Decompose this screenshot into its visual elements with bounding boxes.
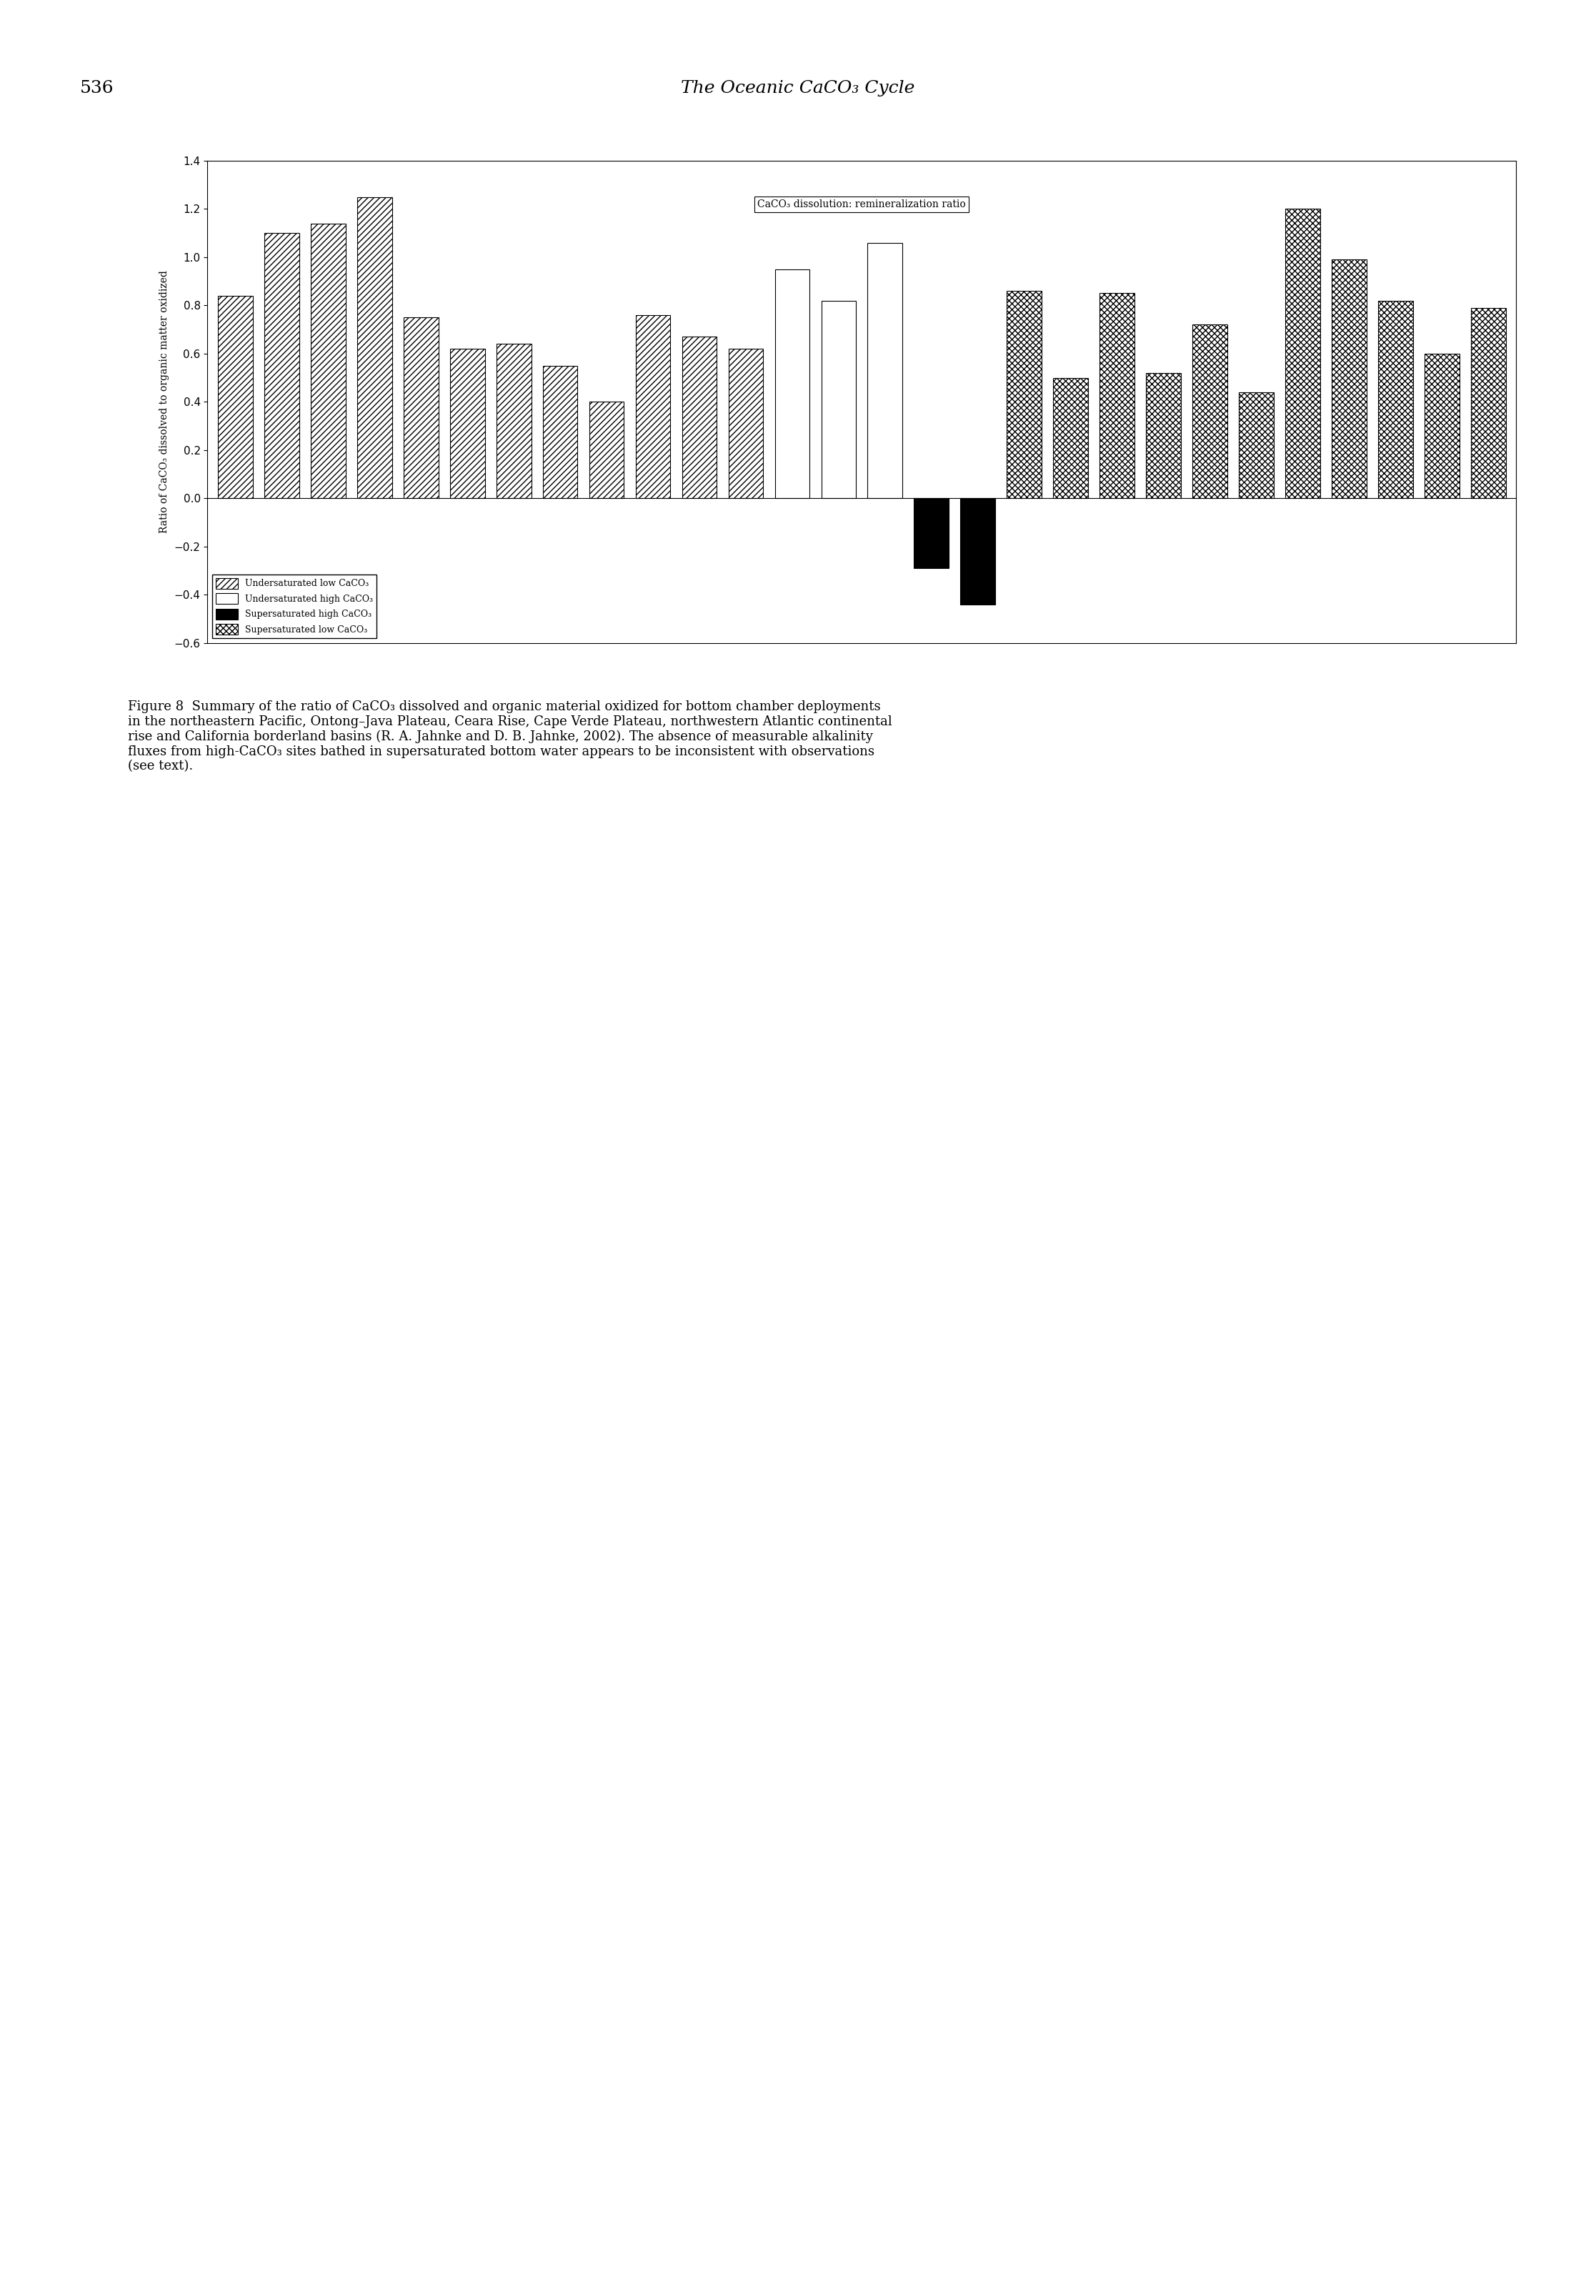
Bar xyxy=(1285,209,1320,498)
Bar xyxy=(543,365,578,498)
Bar xyxy=(822,301,855,498)
Bar xyxy=(961,498,996,604)
Legend: Undersaturated low CaCO₃, Undersaturated high CaCO₃, Supersaturated high CaCO₃, : Undersaturated low CaCO₃, Undersaturated… xyxy=(212,574,377,638)
Text: Figure 8  Summary of the ratio of CaCO₃ dissolved and organic material oxidized : Figure 8 Summary of the ratio of CaCO₃ d… xyxy=(128,700,892,774)
Bar xyxy=(868,243,902,498)
Bar xyxy=(915,498,950,567)
Bar xyxy=(1331,259,1366,498)
Bar xyxy=(1146,372,1181,498)
Bar xyxy=(265,234,298,498)
Bar xyxy=(589,402,624,498)
Bar xyxy=(728,349,763,498)
Bar xyxy=(1425,354,1459,498)
Bar xyxy=(450,349,485,498)
Bar xyxy=(219,296,252,498)
Bar xyxy=(1377,301,1412,498)
Bar xyxy=(1192,324,1227,498)
Text: 536: 536 xyxy=(80,80,113,96)
Bar xyxy=(1100,294,1135,498)
Bar xyxy=(1472,308,1505,498)
Y-axis label: Ratio of CaCO₃ dissolved to organic matter oxidized: Ratio of CaCO₃ dissolved to organic matt… xyxy=(160,271,169,533)
Bar xyxy=(404,317,439,498)
Text: The Oceanic CaCO₃ Cycle: The Oceanic CaCO₃ Cycle xyxy=(681,80,915,96)
Bar xyxy=(496,344,531,498)
Bar xyxy=(358,197,393,498)
Bar xyxy=(311,223,346,498)
Bar xyxy=(681,338,717,498)
Bar xyxy=(1007,292,1042,498)
Bar xyxy=(1053,379,1088,498)
Bar xyxy=(1238,393,1274,498)
Bar xyxy=(635,315,670,498)
Text: CaCO₃ dissolution: remineralization ratio: CaCO₃ dissolution: remineralization rati… xyxy=(757,200,966,209)
Bar xyxy=(774,269,809,498)
